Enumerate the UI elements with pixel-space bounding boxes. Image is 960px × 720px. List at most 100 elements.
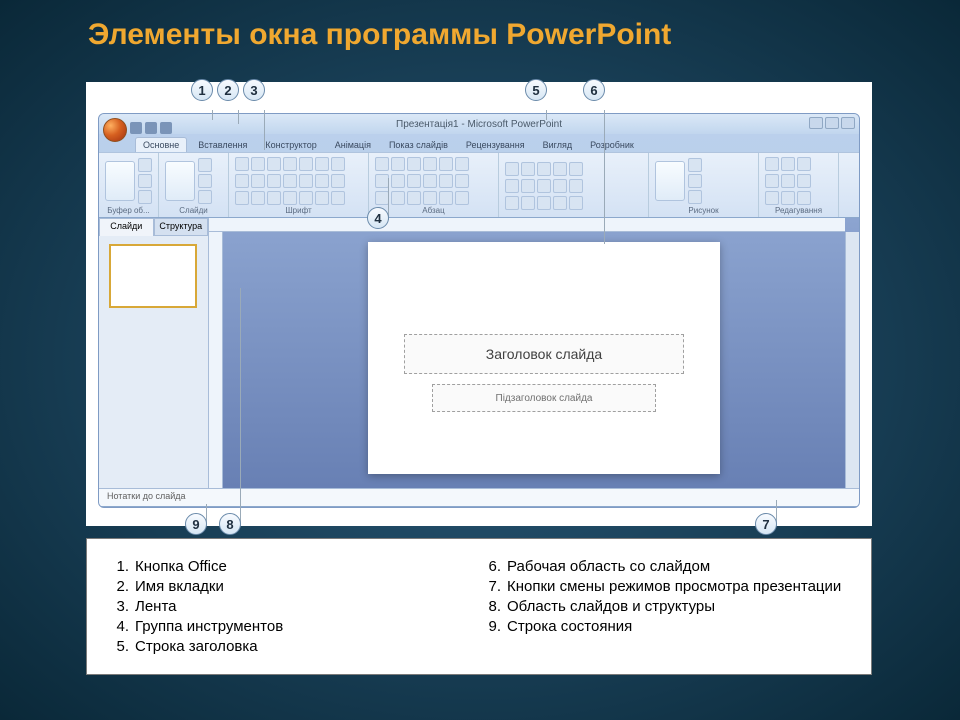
callout-line	[264, 110, 265, 150]
ribbon-small-button[interactable]	[375, 174, 389, 188]
ribbon-small-button[interactable]	[781, 157, 795, 171]
ribbon-small-button[interactable]	[391, 174, 405, 188]
ribbon-small-button[interactable]	[331, 191, 345, 205]
ribbon-small-button[interactable]	[138, 158, 152, 172]
vertical-scrollbar[interactable]	[845, 232, 859, 488]
ribbon-small-button[interactable]	[283, 174, 297, 188]
ribbon-small-button[interactable]	[235, 191, 249, 205]
ribbon-tab[interactable]: Анімація	[328, 138, 378, 152]
ribbon-small-button[interactable]	[765, 174, 779, 188]
ribbon-small-button[interactable]	[688, 190, 702, 204]
ribbon-small-button[interactable]	[423, 157, 437, 171]
ribbon-small-button[interactable]	[521, 196, 535, 210]
ribbon-tab[interactable]: Рецензування	[459, 138, 532, 152]
side-tab-slides[interactable]: Слайди	[99, 218, 154, 236]
ribbon-small-button[interactable]	[797, 191, 811, 205]
ribbon-small-button[interactable]	[267, 174, 281, 188]
ribbon-small-button[interactable]	[797, 157, 811, 171]
ribbon-small-button[interactable]	[521, 179, 535, 193]
ribbon-small-button[interactable]	[407, 157, 421, 171]
ribbon-tab[interactable]: Показ слайдів	[382, 138, 455, 152]
notes-pane[interactable]: Нотатки до слайда	[99, 488, 859, 506]
ribbon-small-button[interactable]	[299, 191, 313, 205]
ribbon-small-button[interactable]	[315, 191, 329, 205]
ribbon-small-button[interactable]	[198, 158, 212, 172]
ribbon-small-button[interactable]	[781, 191, 795, 205]
ribbon-small-button[interactable]	[537, 196, 551, 210]
ribbon-tab[interactable]: Розробник	[583, 138, 641, 152]
ribbon-small-button[interactable]	[331, 157, 345, 171]
ribbon-small-button[interactable]	[439, 157, 453, 171]
ribbon-big-button[interactable]	[105, 161, 135, 201]
ribbon-small-button[interactable]	[267, 157, 281, 171]
ribbon-tab[interactable]: Конструктор	[258, 138, 323, 152]
ribbon-small-button[interactable]	[315, 174, 329, 188]
ribbon-small-button[interactable]	[439, 191, 453, 205]
ribbon-small-button[interactable]	[375, 191, 389, 205]
ribbon-small-button[interactable]	[537, 162, 551, 176]
side-tab-outline[interactable]: Структура	[154, 218, 209, 236]
ribbon-small-button[interactable]	[455, 174, 469, 188]
ribbon-small-button[interactable]	[235, 157, 249, 171]
maximize-button[interactable]	[825, 117, 839, 129]
ribbon-small-button[interactable]	[407, 174, 421, 188]
ribbon-small-button[interactable]	[283, 157, 297, 171]
ribbon-small-button[interactable]	[315, 157, 329, 171]
ribbon-small-button[interactable]	[553, 162, 567, 176]
ribbon-small-button[interactable]	[375, 157, 389, 171]
ribbon-small-button[interactable]	[251, 191, 265, 205]
ribbon-small-button[interactable]	[198, 190, 212, 204]
ribbon-small-button[interactable]	[455, 191, 469, 205]
ribbon-small-button[interactable]	[569, 162, 583, 176]
ribbon-small-button[interactable]	[423, 174, 437, 188]
ribbon-small-button[interactable]	[765, 157, 779, 171]
close-button[interactable]	[841, 117, 855, 129]
minimize-button[interactable]	[809, 117, 823, 129]
ribbon-small-button[interactable]	[521, 162, 535, 176]
ribbon-small-button[interactable]	[537, 179, 551, 193]
subtitle-placeholder[interactable]: Підзаголовок слайда	[432, 384, 656, 412]
ribbon-small-button[interactable]	[553, 179, 567, 193]
ribbon-small-button[interactable]	[138, 190, 152, 204]
ribbon-small-button[interactable]	[391, 157, 405, 171]
legend-text: Имя вкладки	[135, 578, 224, 595]
ribbon-small-button[interactable]	[553, 196, 567, 210]
qat-redo-icon[interactable]	[160, 122, 172, 134]
ribbon-small-button[interactable]	[283, 191, 297, 205]
ribbon-small-button[interactable]	[569, 179, 583, 193]
ribbon-small-button[interactable]	[251, 174, 265, 188]
ribbon-small-button[interactable]	[138, 174, 152, 188]
ribbon-small-button[interactable]	[505, 162, 519, 176]
ribbon-small-button[interactable]	[688, 158, 702, 172]
ribbon-small-button[interactable]	[198, 174, 212, 188]
ribbon-small-button[interactable]	[391, 191, 405, 205]
ribbon-small-button[interactable]	[331, 174, 345, 188]
ribbon-small-button[interactable]	[569, 196, 583, 210]
title-placeholder[interactable]: Заголовок слайда	[404, 334, 684, 374]
ribbon-small-button[interactable]	[781, 174, 795, 188]
ribbon-small-button[interactable]	[455, 157, 469, 171]
ribbon-small-button[interactable]	[299, 174, 313, 188]
ribbon-small-button[interactable]	[688, 174, 702, 188]
office-button[interactable]	[103, 118, 127, 142]
ribbon-small-button[interactable]	[439, 174, 453, 188]
ribbon-small-button[interactable]	[299, 157, 313, 171]
ribbon-small-button[interactable]	[235, 174, 249, 188]
ribbon-small-button[interactable]	[423, 191, 437, 205]
ribbon-small-button[interactable]	[505, 179, 519, 193]
ribbon-small-button[interactable]	[765, 191, 779, 205]
slide-canvas[interactable]: Заголовок слайда Підзаголовок слайда	[368, 242, 720, 474]
ribbon-tab[interactable]: Вставлення	[191, 138, 254, 152]
ribbon-big-button[interactable]	[655, 161, 685, 201]
ribbon-small-button[interactable]	[505, 196, 519, 210]
ribbon-small-button[interactable]	[267, 191, 281, 205]
ribbon-small-button[interactable]	[251, 157, 265, 171]
ribbon-big-button[interactable]	[165, 161, 195, 201]
ribbon-tab[interactable]: Вигляд	[536, 138, 580, 152]
qat-save-icon[interactable]	[130, 122, 142, 134]
ribbon-small-button[interactable]	[407, 191, 421, 205]
callout-line	[546, 110, 547, 120]
ribbon-small-button[interactable]	[797, 174, 811, 188]
slide-thumbnail[interactable]	[109, 244, 197, 308]
qat-undo-icon[interactable]	[145, 122, 157, 134]
